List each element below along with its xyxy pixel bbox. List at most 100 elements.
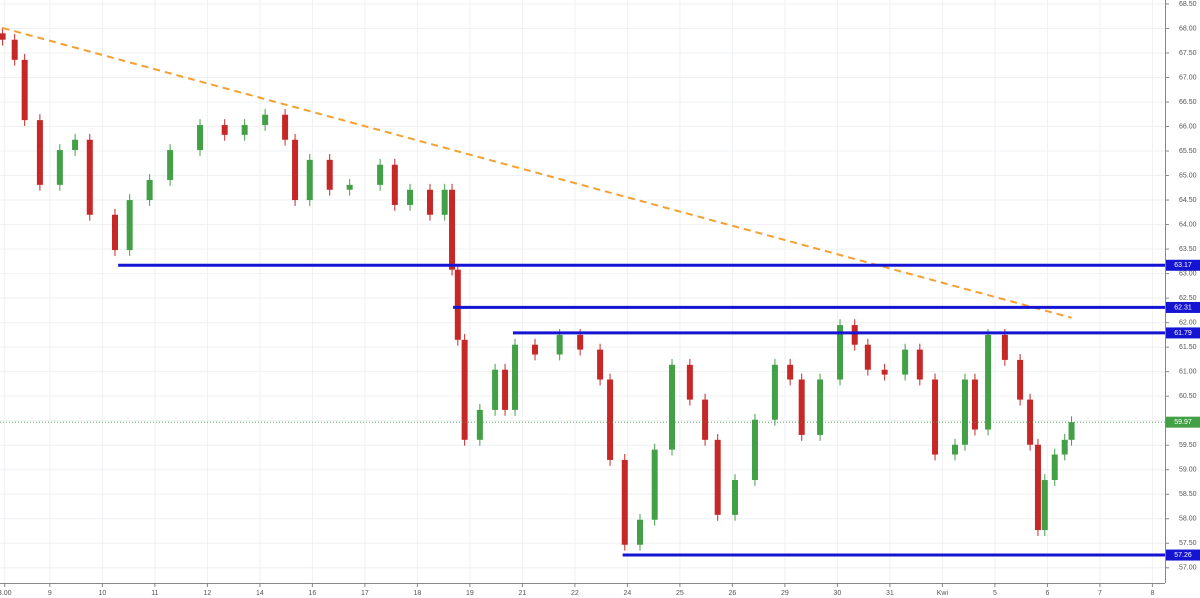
candle-body [1001, 334, 1008, 360]
candle-body [221, 125, 228, 135]
candle-body [292, 139, 299, 201]
candle-body [461, 339, 468, 440]
candle-body [262, 114, 269, 126]
candle-body [985, 334, 992, 430]
candle-body [346, 184, 353, 190]
level-box [1166, 549, 1200, 561]
candle-body [111, 214, 118, 251]
candle-body [56, 150, 63, 185]
y-tick-label: 68.50 [1179, 1, 1197, 8]
candle-body [556, 334, 563, 355]
trendline [2, 26, 1072, 319]
candle-body [306, 159, 313, 201]
x-tick-label: 24 [623, 590, 631, 597]
candle-body [1034, 444, 1041, 531]
candle-body [377, 164, 384, 185]
level-label: 57.26 [1174, 552, 1192, 559]
x-tick-label: 19 [466, 590, 474, 597]
candle-body [11, 39, 18, 60]
candle-body [326, 159, 333, 190]
y-tick-label: 64.50 [1179, 197, 1197, 204]
x-tick-label: 30 [833, 590, 841, 597]
candle-body [426, 189, 433, 215]
y-tick-label: 61.50 [1179, 344, 1197, 351]
candle-body [864, 344, 871, 370]
x-tick-label: 16 [308, 590, 316, 597]
x-tick-label: 5 [993, 590, 997, 597]
candle-body [1051, 454, 1058, 481]
candle-body [86, 139, 93, 215]
candle-body [607, 379, 614, 460]
candle-body [126, 200, 133, 251]
current-price-label: 59.97 [1174, 419, 1192, 426]
y-tick-label: 62.50 [1179, 295, 1197, 302]
y-tick-label: 68.00 [1179, 25, 1197, 32]
candle-body [932, 379, 939, 455]
current-price-box [1166, 416, 1200, 428]
x-tick-label: 21 [518, 590, 526, 597]
level-box [1166, 259, 1200, 271]
plot [0, 26, 1165, 557]
candle-body [651, 449, 658, 520]
x-tick-label: 11 [151, 590, 158, 597]
y-tick-label: 64.00 [1179, 221, 1197, 228]
x-tick-label: 9 [48, 590, 52, 597]
candle-body [407, 189, 414, 205]
x-tick-label: 3.00 [0, 590, 12, 597]
y-tick-label: 67.50 [1179, 50, 1197, 57]
candle-body [36, 120, 43, 185]
candle-body [732, 480, 739, 515]
candle-body [961, 379, 968, 445]
x-tick-label: 6 [1045, 590, 1049, 597]
candle-body [476, 409, 483, 440]
candle-body [951, 444, 958, 455]
level-label: 62.31 [1174, 304, 1192, 311]
candle-body [669, 364, 676, 450]
y-tick-label: 58.00 [1179, 516, 1197, 523]
x-tick-label: 10 [98, 590, 106, 597]
candle-body [686, 364, 693, 400]
candle-body [241, 125, 248, 135]
candle-body [881, 369, 888, 375]
candle-body [621, 459, 628, 545]
candle-body [502, 369, 509, 410]
candle-body [454, 269, 461, 340]
candle-body [971, 379, 978, 430]
candle-body [1068, 422, 1075, 440]
candle-body [512, 344, 519, 410]
candle-body [0, 33, 6, 40]
y-tick-label: 61.00 [1179, 369, 1197, 376]
candle-body [391, 164, 398, 205]
candle-body [1017, 359, 1024, 400]
x-tick-label: 22 [571, 590, 579, 597]
candle-body [441, 189, 448, 215]
x-tick-label: 29 [781, 590, 789, 597]
candle-body [771, 364, 778, 420]
level-box [1166, 327, 1200, 339]
candle-body [531, 344, 538, 355]
candle-body [636, 519, 643, 545]
candle-body [597, 349, 604, 380]
y-tick-label: 62.00 [1179, 319, 1197, 326]
y-tick-label: 65.00 [1179, 172, 1197, 179]
candle-body [916, 349, 923, 380]
candle-body [798, 379, 805, 435]
candle-body [787, 364, 794, 380]
y-tick-label: 63.50 [1179, 246, 1197, 253]
x-tick-label: 25 [676, 590, 684, 597]
candle-body [449, 189, 456, 270]
x-tick-label: Kwi [937, 590, 949, 597]
y-tick-label: 59.00 [1179, 467, 1197, 474]
candle-body [492, 369, 499, 410]
x-tick-label: 31 [886, 590, 894, 597]
candle-body [1061, 439, 1068, 455]
candle-body [282, 114, 289, 140]
candle-body [702, 399, 709, 440]
candle-body [197, 125, 204, 151]
level-box [1166, 301, 1200, 313]
y-tick-label: 66.00 [1179, 123, 1197, 130]
y-tick-label: 57.50 [1179, 540, 1197, 547]
x-tick-label: 8 [1150, 590, 1154, 597]
